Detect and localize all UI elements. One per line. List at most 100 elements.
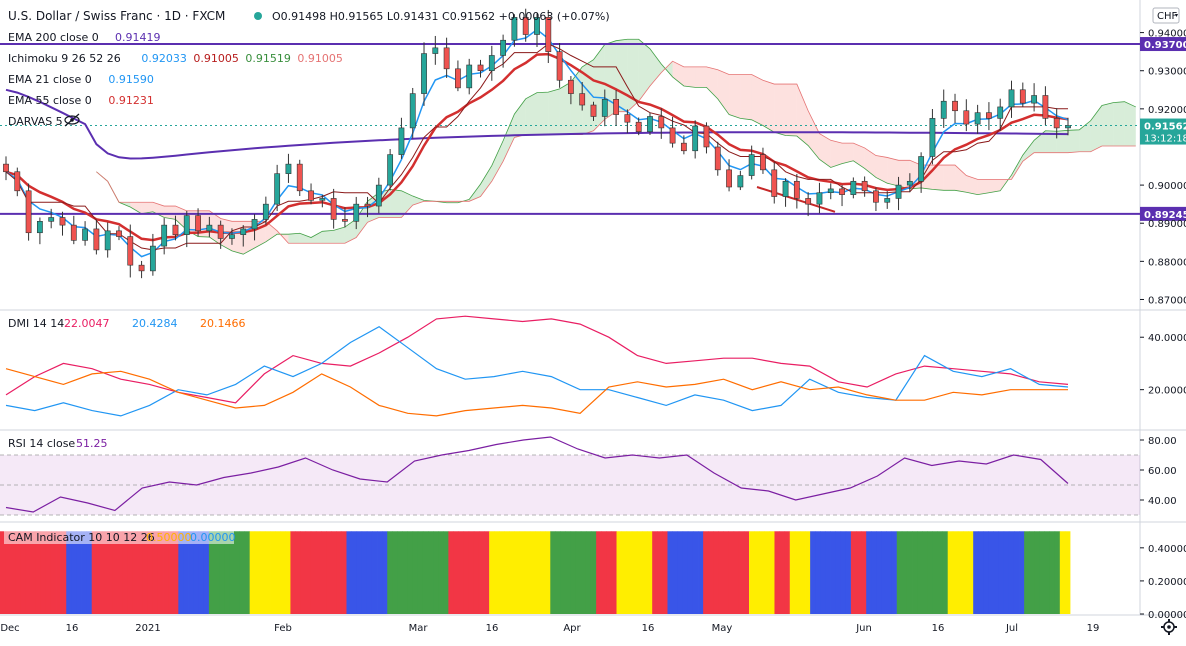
candle-body [488,55,495,72]
candle-body [748,154,755,176]
cam-bar [973,531,979,614]
axes: 0.87000 0.88000 0.89000 0.90000 0.92000 0.930… [0,29,1186,634]
indicator-value: 0.91590 [108,73,153,86]
cam-bar [896,531,903,614]
cam-bar [193,531,200,614]
cloud-segment [548,88,560,135]
cam-bar [906,531,913,614]
cam-bar [219,531,225,614]
cloud-segment [559,82,571,135]
cam-bar [366,531,373,614]
cam-bar [259,531,266,614]
level-price-tag [1140,37,1186,52]
cam-bar [203,531,210,614]
cam-bar [642,531,648,614]
candle-body [274,173,281,205]
dmi-tick-label: 40.0000 [1148,333,1186,344]
cloud-segment [717,69,730,115]
cam-bar [198,531,205,614]
candle-body [590,104,597,117]
rsi-value: 51.25 [76,437,108,450]
time-tick-label: Apr [563,623,581,634]
cam-bar [764,531,770,614]
indicator-label: DARVAS 5 [8,115,63,128]
cam-value: 0.50000 [146,531,192,544]
candle-body [873,190,879,203]
cloud-segment [887,157,899,187]
cam-bar [698,531,704,614]
cam-bar [458,531,465,614]
candle-body [296,163,303,192]
cam-bar [1034,531,1040,614]
candle-body [771,169,778,197]
cloud-segment [966,175,978,195]
candle-body [285,163,292,174]
indicator-panels: DMI 14 14 22.0047 20.4284 20.1466 RSI 14 clo… [0,315,1140,614]
market-open-dot [254,12,262,20]
cam-bar [331,531,337,614]
cam-bar [438,531,444,614]
cloud-segment [853,143,865,169]
cam-bar [473,531,480,614]
cam-bar [692,531,699,614]
cam-bar [61,531,67,614]
cam-bar [774,531,780,614]
cam-bar [565,531,572,614]
cam-bar [91,531,98,614]
cam-bar [10,531,16,614]
cloud-segment [265,221,278,242]
eye-off-icon[interactable] [64,113,80,127]
cam-bar [957,531,964,614]
cloud-segment [322,230,334,244]
cam-bar [570,531,577,614]
cam-bar [1008,531,1015,614]
cam-bar [830,531,837,614]
cloud-segment [1011,155,1023,180]
cam-bar [871,531,877,614]
cloud-segment [672,61,684,86]
cloud-segment [729,74,741,119]
cam-bar [672,531,679,614]
cam-bar [657,531,663,614]
cam-bar [40,531,47,614]
cam-bar [580,531,587,614]
cam-bar [575,531,582,614]
candle-body [545,17,552,52]
candle-body [1019,89,1026,104]
cam-bar [611,531,617,614]
candle-body [375,184,382,207]
currency-badge[interactable]: CHF [1152,7,1180,24]
cam-bar [677,531,684,614]
cam-bar [514,531,521,614]
cloud-segment [537,92,549,135]
cam-bar [621,531,628,614]
cam-bar [881,531,887,614]
cam-bar [107,531,113,614]
time-tick-label: Mar [409,623,429,634]
cloud-segment [649,48,662,86]
cloud-segment [819,133,831,168]
candle-body [48,217,55,222]
candle-body [342,219,348,222]
cam-bar [371,531,378,614]
rsi-title: RSI 14 close [8,437,75,450]
price-tick-label: 0.94000 [1148,29,1186,40]
candle-body [1042,95,1049,119]
cloud-segment [480,165,492,197]
candle-body [500,39,507,56]
cloud-segment [1045,130,1057,153]
cam-bar [952,531,959,614]
candle-body [387,154,394,186]
cam-bar [845,531,852,614]
gear-icon[interactable] [1161,619,1177,635]
symbol-title: U.S. Dollar / Swiss Franc · 1D · FXCM [8,9,225,23]
cam-bar [810,531,816,614]
ichimoku-span-a [96,38,1136,255]
cam-bar [346,531,352,614]
cam-bar [840,531,847,614]
candle-body [183,215,190,235]
cam-bar [728,531,735,614]
